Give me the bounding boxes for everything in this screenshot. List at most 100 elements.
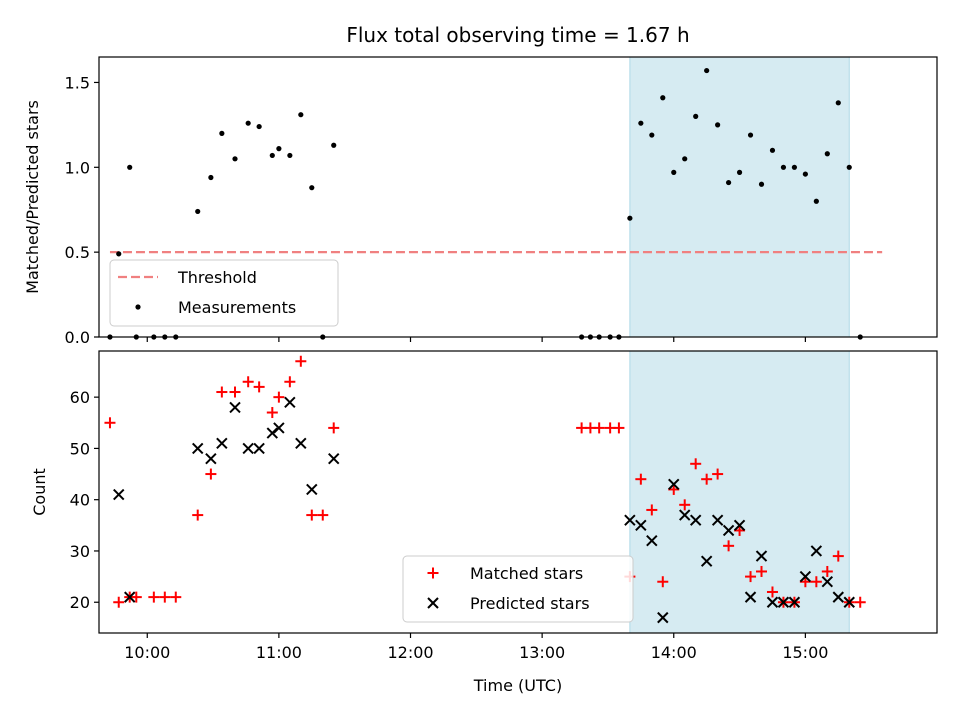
measurement-point: [276, 146, 282, 152]
x-tick-label: 15:00: [782, 643, 828, 662]
matched-star-point: [690, 458, 702, 470]
chart-title: Flux total observing time = 1.67 h: [346, 23, 689, 47]
legend-measurements-label: Measurements: [178, 298, 296, 317]
matched-star-point: [284, 376, 296, 388]
count-legend: Matched stars Predicted stars: [402, 555, 634, 623]
predicted-star-point: [242, 442, 254, 455]
matched-star-point: [854, 596, 866, 608]
predicted-star-point: [700, 555, 713, 567]
measurement-point: [208, 174, 214, 181]
predicted-star-point: [788, 596, 801, 608]
predicted-star-point: [733, 519, 746, 532]
measurement-point: [649, 132, 655, 138]
matched-star-point: [810, 576, 822, 588]
measurement-point: [195, 208, 201, 215]
matched-star-point: [295, 355, 307, 367]
predicted-star-point: [679, 509, 691, 521]
matched-star-point: [646, 504, 658, 516]
measurement-point: [638, 120, 644, 126]
matched-star-point: [745, 571, 757, 583]
matched-star-point: [266, 407, 278, 419]
matched-star-point: [130, 591, 142, 603]
measurement-point: [704, 67, 710, 74]
x-axis-label: Time (UTC): [473, 676, 562, 695]
matched-star-point: [242, 376, 254, 388]
predicted-star-point: [777, 596, 790, 608]
matched-star-point: [104, 417, 116, 429]
matched-star-point: [113, 596, 125, 608]
matched-star-point: [734, 524, 746, 536]
predicted-star-point: [266, 427, 279, 439]
matched-star-point: [216, 386, 228, 398]
legend-matched-marker: [427, 567, 439, 579]
predicted-star-point: [284, 396, 296, 408]
count-plot-area: [104, 350, 866, 634]
ratio-x-ticks: [146, 337, 806, 342]
matched-star-point: [821, 565, 833, 577]
matched-star-point: [593, 422, 605, 434]
measurement-point: [671, 169, 677, 175]
measurement-point: [693, 113, 699, 119]
measurement-point: [269, 152, 275, 159]
x-tick-label: 12:00: [387, 643, 433, 662]
legend-predicted-label: Predicted stars: [470, 594, 590, 613]
measurement-point: [298, 112, 304, 118]
matched-star-point: [723, 540, 735, 552]
predicted-star-point: [192, 442, 204, 455]
ratio-y-tick-label: 0.5: [65, 243, 90, 262]
count-y-tick-label: 60: [70, 388, 90, 407]
predicted-star-point: [843, 596, 855, 608]
x-tick-label: 11:00: [256, 643, 302, 662]
count-y-ticks: 20 30 40 50 60: [70, 388, 99, 612]
matched-star-point: [229, 386, 241, 398]
x-tick-label: 14:00: [651, 643, 697, 662]
predicted-star-point: [755, 550, 768, 562]
predicted-star-point: [635, 519, 647, 532]
predicted-star-point: [766, 596, 779, 608]
matched-star-point: [328, 422, 340, 434]
measurement-point: [780, 164, 787, 170]
measurement-point: [715, 122, 721, 128]
measurement-point: [232, 156, 238, 162]
ratio-y-tick-label: 1.0: [65, 158, 90, 177]
matched-star-point: [170, 591, 182, 603]
matched-star-point: [306, 509, 318, 521]
count-legend-box: [402, 555, 634, 623]
measurement-point: [331, 142, 337, 148]
matched-star-point: [668, 483, 680, 495]
count-panel: 20 30 40 50 60 10:00 11:00 12:00 13:00 14:00 15:0…: [30, 350, 938, 695]
measurement-point: [116, 251, 122, 257]
legend-measurements-swatch: [135, 304, 141, 310]
ratio-panel: 0.0 0.5 1.0 1.5 Matched/Predicted stars Thr…: [23, 56, 938, 347]
predicted-star-point: [668, 478, 680, 491]
ratio-y-ticks: 0.0 0.5 1.0 1.5: [65, 73, 99, 347]
legend-matched-swatch: [427, 567, 439, 579]
matched-star-point: [192, 509, 204, 521]
measurement-point: [660, 95, 666, 101]
legend-threshold-label: Threshold: [177, 268, 257, 287]
predicted-star-point: [306, 483, 318, 496]
measurement-point: [245, 120, 251, 126]
matched-star-point: [799, 576, 811, 588]
predicted-star-point: [646, 535, 658, 547]
predicted-star-point: [253, 442, 265, 455]
measurement-point: [627, 215, 633, 221]
ratio-legend: Threshold Measurements: [109, 259, 339, 327]
measurement-point: [791, 164, 798, 170]
predicted-star-point: [722, 524, 735, 537]
predicted-star-point: [624, 514, 636, 526]
measurement-point: [747, 132, 754, 138]
count-y-axis-label: Count: [30, 468, 49, 516]
predicted-star-point: [273, 422, 285, 434]
predicted-star-point: [821, 576, 834, 588]
ratio-plot-area: [107, 56, 883, 340]
predicted-star-point: [810, 545, 823, 557]
predicted-star-point: [689, 514, 702, 526]
count-y-tick-label: 40: [70, 491, 90, 510]
measurement-point: [725, 179, 732, 186]
predicted-star-point: [216, 437, 228, 449]
predicted-star-point: [328, 452, 340, 465]
predicted-star-point: [229, 401, 241, 414]
matched-star-point: [679, 499, 691, 511]
